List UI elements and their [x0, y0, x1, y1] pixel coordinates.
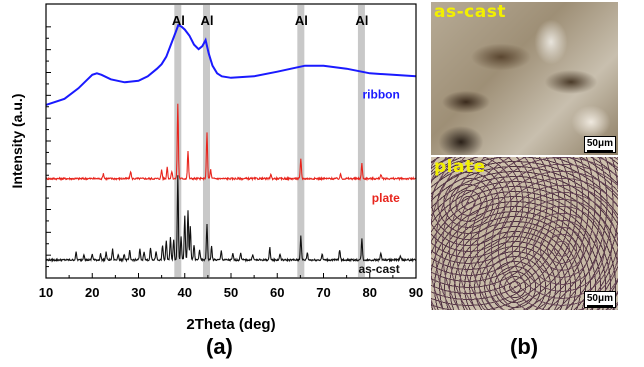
series-label-as-cast: as-cast [358, 262, 399, 276]
x-tick-label: 60 [270, 285, 284, 300]
x-tick-label: 30 [131, 285, 145, 300]
panel-label-as-cast: as-cast [434, 2, 506, 22]
series-line-as-cast [45, 175, 417, 263]
y-axis-label: Intensity (a.u.) [9, 94, 25, 189]
micrograph-plate: plate 50μm [431, 157, 618, 310]
x-tick-label: 10 [39, 285, 53, 300]
al-band [297, 5, 305, 277]
scale-bar-text: 50μm [586, 293, 613, 304]
scale-bar-line [586, 150, 613, 152]
x-tick-label: 20 [85, 285, 99, 300]
series-labels: ribbon plate as-cast [358, 87, 400, 276]
series-label-plate: plate [372, 191, 400, 205]
x-tick-label: 80 [363, 285, 377, 300]
al-label: Al [355, 13, 368, 28]
x-axis-label: 2Theta (deg) [186, 316, 275, 333]
x-tick-label: 90 [409, 285, 423, 300]
chart-series [45, 23, 417, 263]
y-axis-ticks [46, 26, 51, 268]
al-peak-labels: Al Al Al Al [172, 13, 369, 28]
al-band [174, 5, 182, 277]
al-label: Al [295, 13, 308, 28]
scale-bar-plate: 50μm [583, 291, 616, 308]
panel-label-plate: plate [434, 157, 486, 177]
scale-bar-text: 50μm [586, 138, 613, 149]
x-axis-ticks: 10 20 30 40 50 60 70 80 90 [39, 273, 423, 300]
xrd-chart: ribbon plate as-cast Al Al Al Al 10 20 30 40 50 60… [9, 3, 423, 333]
micrograph-as-cast: as-cast 50μm [431, 2, 618, 155]
caption-b: (b) [510, 334, 539, 359]
x-tick-label: 70 [316, 285, 330, 300]
series-label-ribbon: ribbon [362, 87, 399, 101]
series-line-ribbon [45, 23, 417, 106]
scale-bar-as-cast: 50μm [583, 136, 616, 153]
series-line-plate [45, 103, 417, 182]
scale-bar-line [586, 305, 613, 307]
al-label: Al [200, 13, 213, 28]
al-label: Al [172, 13, 185, 28]
al-band [357, 5, 365, 277]
x-tick-label: 40 [178, 285, 192, 300]
x-tick-label: 50 [224, 285, 238, 300]
caption-a: (a) [206, 334, 233, 359]
